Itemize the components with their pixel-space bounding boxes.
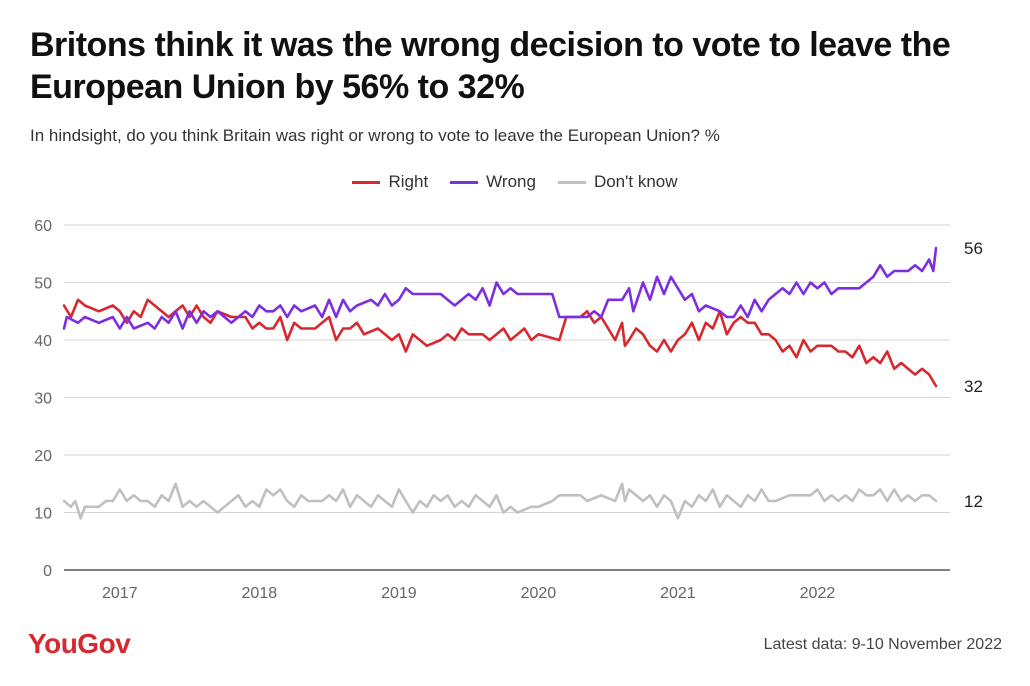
series-line-right — [62, 298, 938, 388]
legend-item-dont-know: Don't know — [557, 172, 678, 192]
legend: Right Wrong Don't know — [0, 172, 1030, 192]
x-tick-label: 2020 — [521, 585, 557, 602]
y-tick-label: 10 — [34, 506, 52, 523]
x-tick-label: 2018 — [242, 585, 278, 602]
legend-label-right: Right — [388, 172, 429, 191]
chart-subtitle: In hindsight, do you think Britain was r… — [30, 126, 720, 145]
y-tick-label: 30 — [34, 391, 52, 408]
line-chart: 0 10 20 30 40 50 60 2017 2018 2019 2020 2021 2022 32 5… — [34, 218, 983, 602]
end-label-wrong: 56 — [964, 239, 983, 258]
y-tick-label: 40 — [34, 333, 52, 350]
legend-item-wrong: Wrong — [450, 172, 536, 192]
latest-data-note: Latest data: 9-10 November 2022 — [763, 636, 1002, 653]
legend-item-right: Right — [352, 172, 428, 192]
end-label-right: 32 — [964, 377, 983, 396]
legend-label-wrong: Wrong — [486, 172, 536, 191]
x-tick-label: 2019 — [381, 585, 417, 602]
y-tick-label: 50 — [34, 276, 52, 293]
chart-title: Britons think it was the wrong decision … — [30, 26, 951, 106]
x-tick-label: 2021 — [660, 585, 696, 602]
legend-swatch-wrong — [450, 180, 479, 184]
y-tick-label: 0 — [43, 563, 52, 580]
legend-swatch-dont-know — [557, 180, 586, 184]
series-line-wrong — [62, 246, 938, 330]
x-tick-label: 2022 — [800, 585, 836, 602]
series-line-don-t-know — [62, 482, 938, 520]
legend-label-dont-know: Don't know — [593, 172, 678, 191]
y-tick-label: 60 — [34, 218, 52, 235]
legend-swatch-right — [352, 180, 381, 184]
y-tick-label: 20 — [34, 448, 52, 465]
x-tick-label: 2017 — [102, 585, 138, 602]
yougov-logo: YouGov — [28, 628, 131, 659]
end-label-don-t-know: 12 — [964, 492, 983, 511]
